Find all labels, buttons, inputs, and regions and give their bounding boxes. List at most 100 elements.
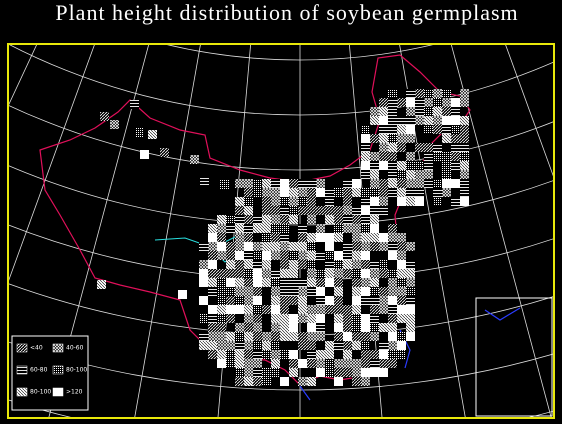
cell	[406, 125, 415, 134]
cell	[235, 179, 244, 188]
cell	[361, 152, 370, 161]
cell	[406, 269, 415, 278]
cell	[244, 269, 253, 278]
cell	[208, 242, 217, 251]
cell	[388, 143, 397, 152]
cell	[397, 170, 406, 179]
cell	[334, 368, 343, 377]
cell	[460, 170, 469, 179]
cell	[343, 260, 352, 269]
cell	[370, 179, 379, 188]
cell	[334, 278, 343, 287]
cell	[262, 377, 271, 386]
cell	[379, 116, 388, 125]
cell	[307, 278, 316, 287]
cell	[253, 242, 262, 251]
cell	[208, 341, 217, 350]
cell	[352, 224, 361, 233]
cell	[397, 116, 406, 125]
cell	[415, 188, 424, 197]
cell	[451, 152, 460, 161]
cell	[442, 170, 451, 179]
cell	[370, 296, 379, 305]
cell	[289, 206, 298, 215]
cell	[370, 206, 379, 215]
cell	[208, 251, 217, 260]
cell	[397, 287, 406, 296]
cell	[442, 134, 451, 143]
cell	[253, 269, 262, 278]
cell	[388, 242, 397, 251]
cell	[424, 143, 433, 152]
cell	[271, 305, 280, 314]
cell	[217, 359, 226, 368]
cell	[253, 314, 262, 323]
cell	[388, 287, 397, 296]
cell	[307, 215, 316, 224]
cell	[100, 112, 109, 121]
cell	[379, 206, 388, 215]
cell	[208, 314, 217, 323]
cell	[424, 152, 433, 161]
cell	[334, 206, 343, 215]
cell	[244, 305, 253, 314]
cell	[208, 305, 217, 314]
cell	[379, 188, 388, 197]
cell	[307, 332, 316, 341]
cell	[289, 332, 298, 341]
cell	[397, 305, 406, 314]
legend-label: >120	[66, 389, 83, 396]
cell	[271, 251, 280, 260]
cell	[334, 377, 343, 386]
cell	[280, 224, 289, 233]
cell	[397, 332, 406, 341]
cell	[370, 359, 379, 368]
cell	[460, 134, 469, 143]
cell	[280, 242, 289, 251]
cell	[433, 89, 442, 98]
cell	[226, 224, 235, 233]
cell	[208, 278, 217, 287]
cell	[397, 296, 406, 305]
cell	[352, 251, 361, 260]
cell	[397, 197, 406, 206]
cell	[433, 188, 442, 197]
cell	[397, 98, 406, 107]
cell	[298, 179, 307, 188]
cell	[244, 278, 253, 287]
cell	[370, 368, 379, 377]
cell	[406, 134, 415, 143]
cell	[460, 161, 469, 170]
cell	[361, 350, 370, 359]
cell	[433, 143, 442, 152]
cell	[334, 296, 343, 305]
cell	[316, 359, 325, 368]
cell	[388, 323, 397, 332]
cell	[451, 197, 460, 206]
cell	[361, 251, 370, 260]
cell	[280, 251, 289, 260]
cell	[352, 215, 361, 224]
cell	[460, 179, 469, 188]
cell	[262, 305, 271, 314]
cell	[397, 350, 406, 359]
cell	[451, 179, 460, 188]
cell	[298, 296, 307, 305]
cell	[415, 107, 424, 116]
cell	[451, 134, 460, 143]
cell	[379, 143, 388, 152]
cell	[200, 178, 209, 187]
cell	[271, 296, 280, 305]
cell	[370, 332, 379, 341]
cell	[379, 161, 388, 170]
cell	[235, 377, 244, 386]
cell	[289, 260, 298, 269]
cell	[343, 305, 352, 314]
cell	[370, 116, 379, 125]
cell	[262, 206, 271, 215]
cell	[217, 269, 226, 278]
cell	[370, 260, 379, 269]
cell	[217, 341, 226, 350]
cell	[397, 233, 406, 242]
cell	[271, 341, 280, 350]
